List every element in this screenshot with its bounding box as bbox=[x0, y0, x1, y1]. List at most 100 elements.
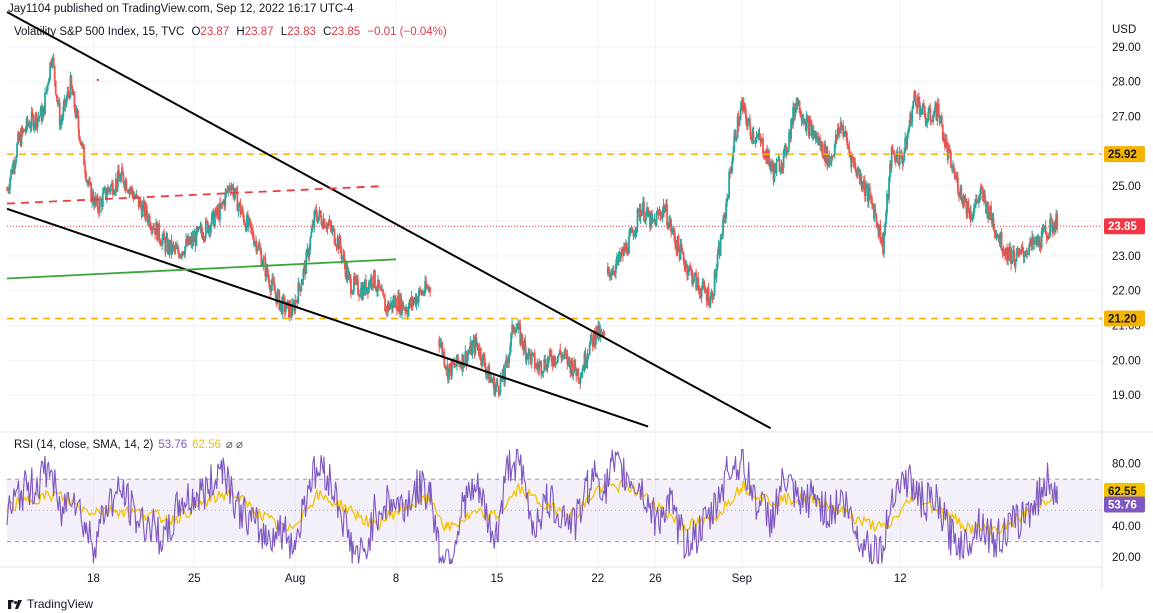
candle-body bbox=[341, 256, 344, 259]
candle-body bbox=[940, 116, 943, 125]
candle-body bbox=[471, 344, 474, 356]
candle-body bbox=[927, 112, 930, 121]
candle-body bbox=[297, 282, 300, 304]
candle-body bbox=[304, 263, 307, 274]
candle-body bbox=[764, 157, 766, 159]
candle-body bbox=[678, 248, 681, 260]
candle-body bbox=[826, 146, 829, 167]
candle-body bbox=[153, 228, 156, 230]
candle-body bbox=[720, 236, 723, 239]
candle-body bbox=[202, 237, 205, 239]
candle-body bbox=[963, 195, 966, 203]
candle-body bbox=[965, 198, 968, 214]
candle-body bbox=[884, 223, 886, 235]
candle-body bbox=[861, 187, 864, 189]
candle-body bbox=[15, 157, 17, 163]
candle-body bbox=[317, 216, 320, 223]
candle-body bbox=[459, 362, 461, 367]
trendline-upper-falling[interactable] bbox=[6, 11, 772, 430]
candle-body bbox=[208, 226, 211, 233]
candle-body bbox=[508, 353, 511, 363]
candle-body bbox=[205, 220, 208, 222]
candle-body bbox=[931, 121, 934, 123]
candle-body bbox=[183, 254, 185, 256]
candle-body bbox=[1027, 253, 1029, 255]
candle-body bbox=[262, 258, 265, 265]
candle-body bbox=[33, 124, 36, 129]
hidden-inputs-icon[interactable]: ⌀ ⌀ bbox=[225, 439, 243, 451]
candle-body bbox=[72, 92, 75, 96]
candle-body bbox=[770, 165, 772, 170]
candle-body bbox=[1021, 246, 1024, 253]
candle-body bbox=[968, 212, 971, 218]
candle-body bbox=[773, 164, 776, 181]
candle-body bbox=[412, 300, 415, 305]
candle-body bbox=[81, 143, 83, 146]
candle-body bbox=[103, 187, 106, 190]
main-legend[interactable]: Volatility S&P 500 Index, 15, TVC O23.87… bbox=[14, 25, 447, 39]
candle-body bbox=[58, 102, 61, 127]
candle-body bbox=[255, 241, 258, 252]
candle-body bbox=[717, 245, 720, 254]
candle-body bbox=[887, 194, 889, 198]
candle-body bbox=[144, 205, 147, 217]
candle-body bbox=[19, 133, 22, 146]
candle-body bbox=[972, 215, 974, 218]
trendline-red-dashed[interactable] bbox=[6, 185, 382, 205]
candle-body bbox=[1051, 220, 1054, 232]
candle-body bbox=[942, 138, 945, 141]
candle-body bbox=[506, 359, 508, 362]
candle-body bbox=[478, 348, 481, 355]
rsi-legend[interactable]: RSI (14, close, SMA, 14, 2) 53.76 62.56 ⌀ ⌀ bbox=[14, 438, 243, 452]
candle-body bbox=[585, 362, 588, 366]
candle-body bbox=[44, 92, 46, 115]
candle-body bbox=[987, 202, 989, 219]
candle-body bbox=[1007, 247, 1009, 261]
trendline-lower-falling[interactable] bbox=[6, 207, 649, 428]
candle-body bbox=[139, 200, 142, 207]
trendline-green[interactable] bbox=[6, 258, 397, 280]
low-value: 23.83 bbox=[287, 26, 316, 38]
candle-body bbox=[827, 155, 830, 167]
candle-body bbox=[934, 102, 937, 112]
high-value: 23.87 bbox=[244, 26, 274, 38]
candle-body bbox=[868, 188, 871, 197]
candle-body bbox=[356, 278, 358, 280]
tradingview-brand[interactable]: TradingView bbox=[8, 597, 93, 611]
candle-body bbox=[399, 295, 401, 313]
candle-body bbox=[210, 213, 213, 225]
candle-body bbox=[593, 331, 596, 346]
candle-body bbox=[23, 129, 26, 132]
candle-body bbox=[351, 293, 353, 295]
candle-body bbox=[131, 187, 134, 194]
candle-body bbox=[727, 196, 730, 199]
candle-body bbox=[269, 287, 272, 292]
candle-body bbox=[828, 163, 831, 165]
candle-body bbox=[748, 118, 751, 127]
candle-body bbox=[549, 350, 552, 355]
horizontal-levels bbox=[7, 153, 1102, 320]
candle-body bbox=[587, 354, 590, 357]
candle-body bbox=[785, 145, 787, 156]
candle-body bbox=[177, 246, 179, 253]
candle-body bbox=[123, 182, 126, 188]
candle-body bbox=[966, 201, 969, 214]
candle-body bbox=[176, 246, 178, 249]
candle-body bbox=[892, 153, 895, 155]
candle-body bbox=[47, 83, 49, 86]
candles bbox=[6, 53, 1059, 398]
candle-body bbox=[300, 284, 303, 291]
candle-body bbox=[998, 236, 1001, 244]
candle-body bbox=[732, 151, 735, 161]
candle-body bbox=[667, 225, 669, 228]
candle-body bbox=[935, 102, 938, 120]
candle-body bbox=[775, 161, 778, 174]
rsi-title[interactable]: RSI (14, close, SMA, 14, 2) bbox=[14, 439, 154, 451]
candle-body bbox=[656, 212, 659, 214]
candle-body bbox=[377, 279, 379, 291]
candle-body bbox=[501, 370, 504, 380]
candle-body bbox=[359, 296, 361, 298]
candle-body bbox=[30, 112, 33, 127]
symbol-title[interactable]: Volatility S&P 500 Index, 15, TVC bbox=[14, 26, 185, 38]
